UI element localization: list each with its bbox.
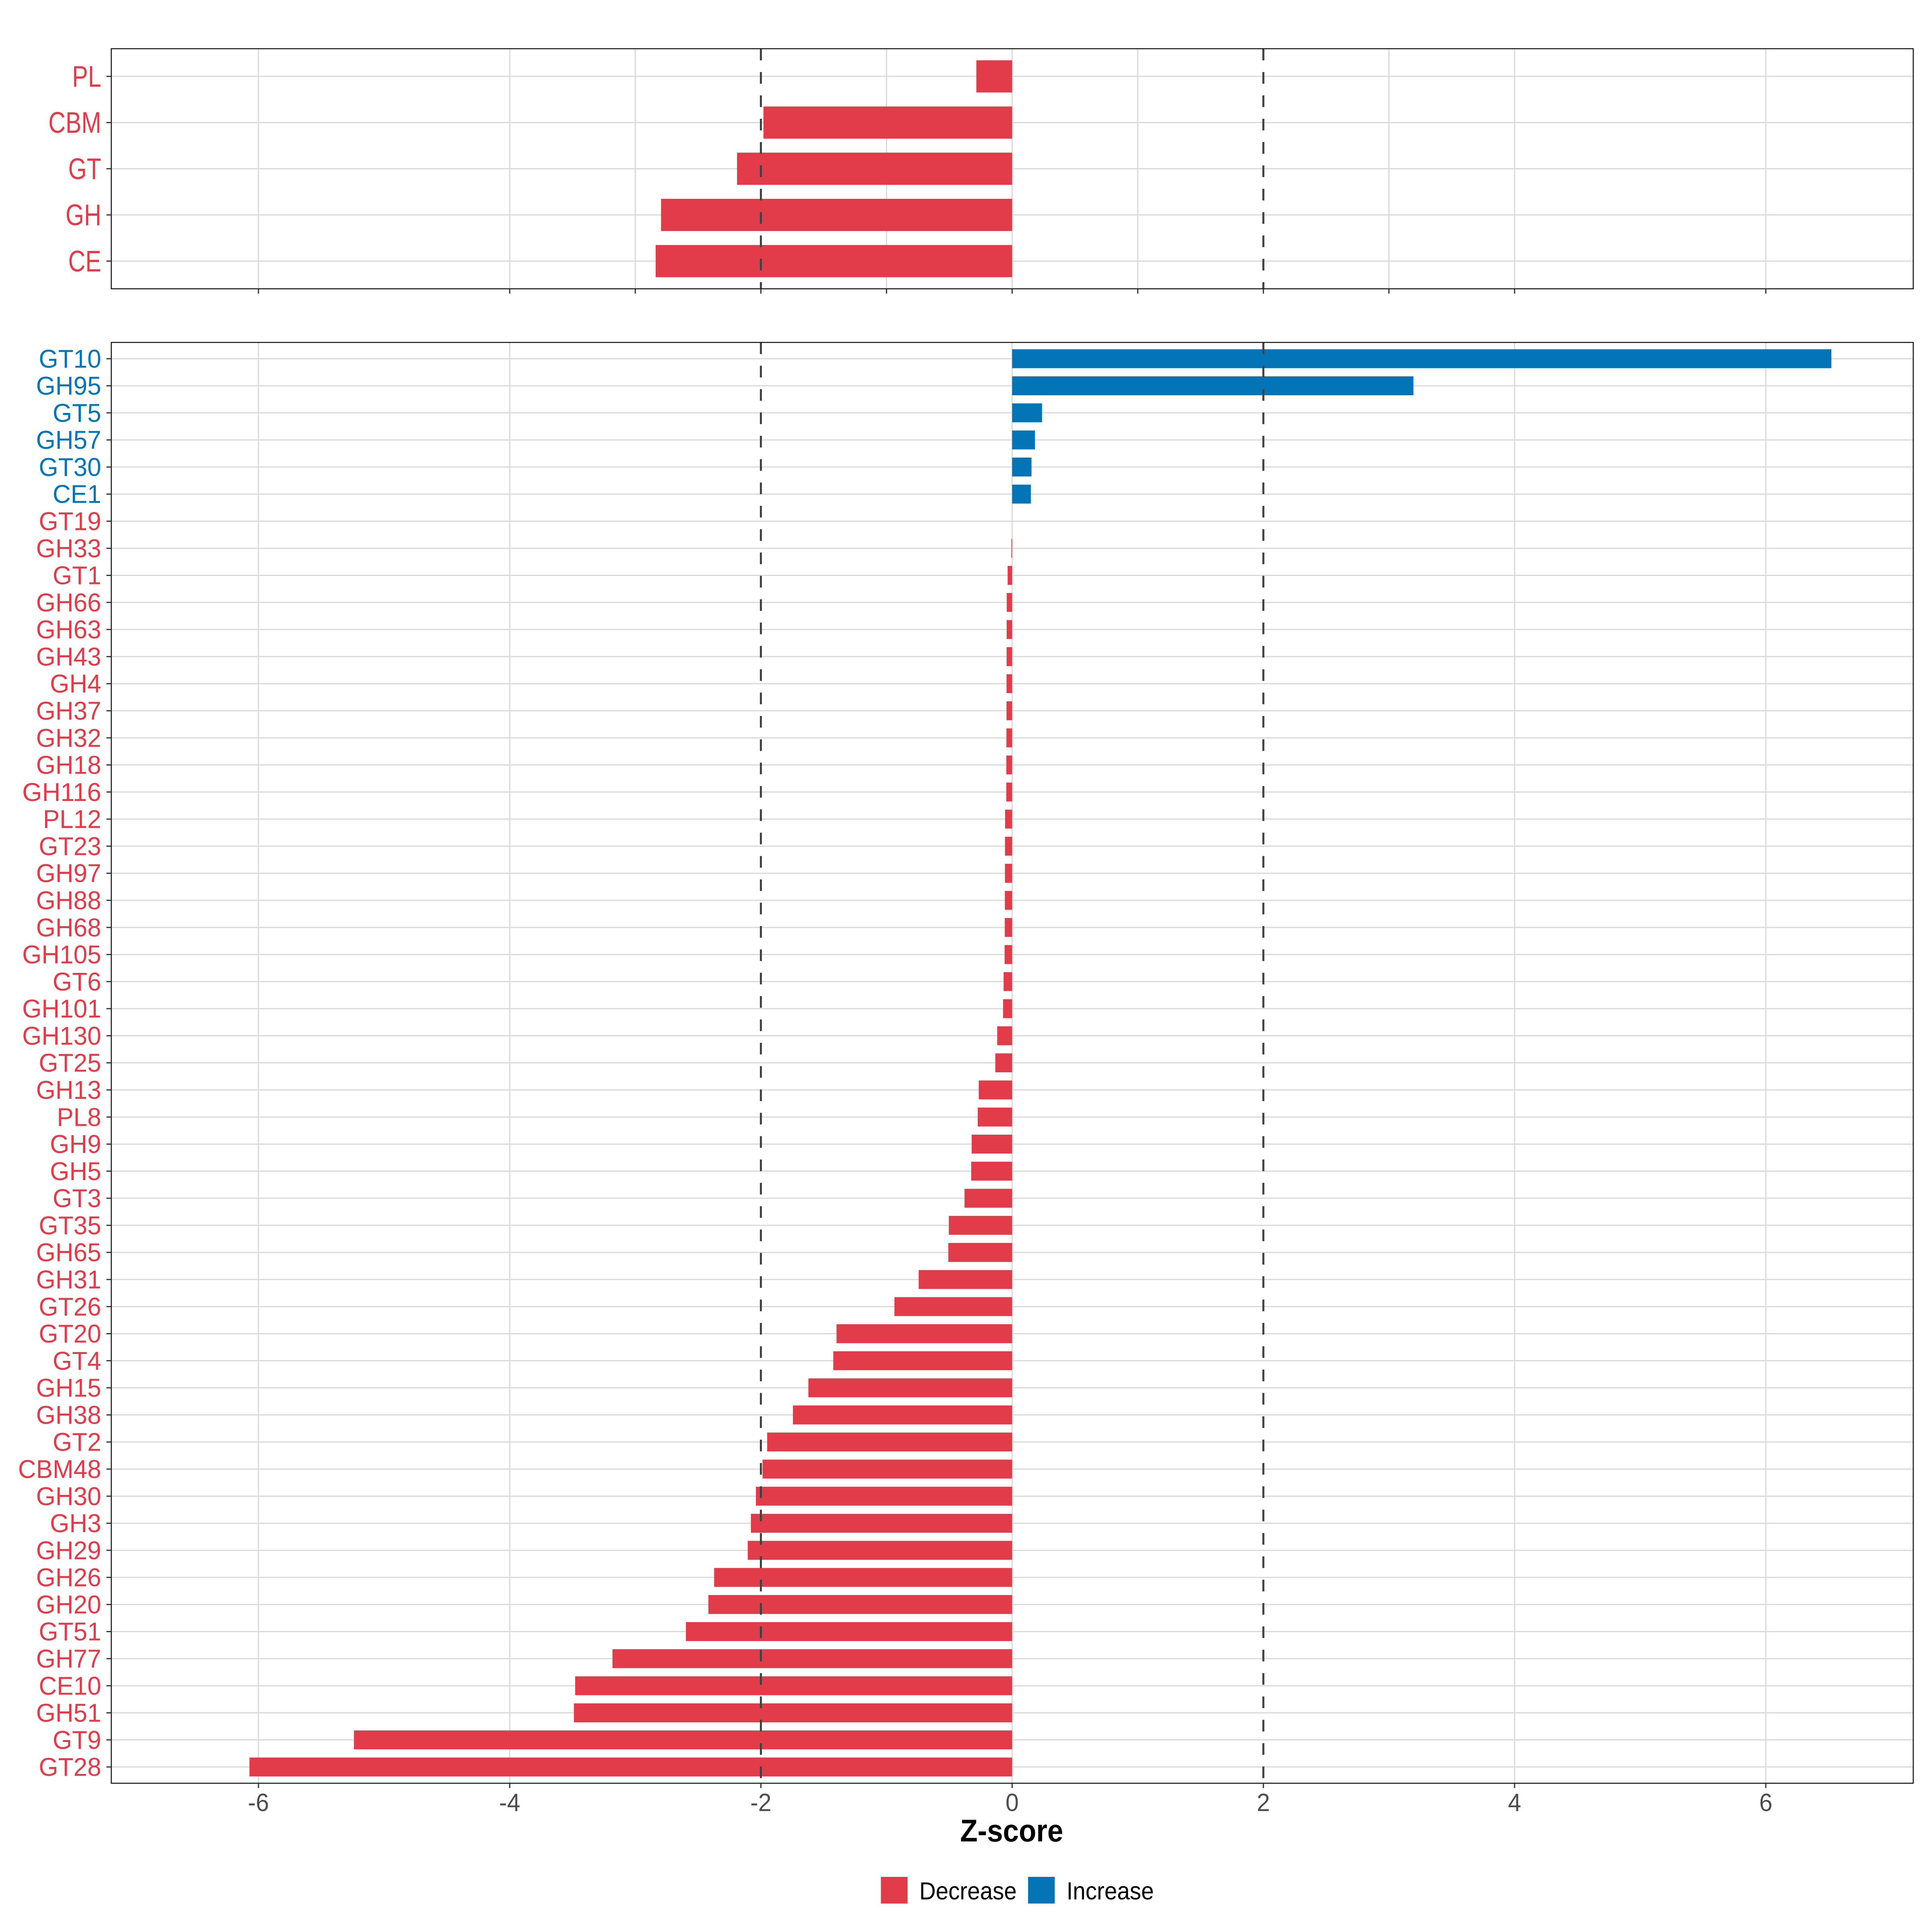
svg-text:GH130: GH130 xyxy=(22,1021,101,1050)
svg-text:GH68: GH68 xyxy=(36,913,101,942)
svg-text:GT: GT xyxy=(68,152,101,186)
svg-text:GT2: GT2 xyxy=(53,1428,101,1457)
svg-text:Decrease: Decrease xyxy=(919,1877,1017,1905)
svg-text:GH116: GH116 xyxy=(22,778,101,807)
svg-text:GT26: GT26 xyxy=(39,1292,101,1321)
svg-text:GH5: GH5 xyxy=(50,1157,101,1186)
svg-text:GT1: GT1 xyxy=(53,561,101,590)
svg-text:GH66: GH66 xyxy=(36,588,101,617)
svg-text:CE: CE xyxy=(68,244,101,278)
svg-text:GH43: GH43 xyxy=(36,642,101,671)
svg-text:GH95: GH95 xyxy=(36,372,101,400)
svg-text:GT51: GT51 xyxy=(39,1617,101,1646)
svg-text:GH30: GH30 xyxy=(36,1482,101,1511)
svg-text:GH97: GH97 xyxy=(36,859,101,888)
svg-text:GH13: GH13 xyxy=(36,1075,101,1104)
svg-text:Z-score: Z-score xyxy=(960,1813,1063,1848)
svg-text:PL: PL xyxy=(72,60,101,93)
svg-text:CBM48: CBM48 xyxy=(18,1455,101,1484)
svg-text:-6: -6 xyxy=(248,1789,269,1816)
svg-text:GH105: GH105 xyxy=(22,940,101,969)
svg-text:-2: -2 xyxy=(750,1789,772,1816)
svg-text:GT23: GT23 xyxy=(39,832,101,861)
svg-text:GH: GH xyxy=(66,198,101,232)
svg-text:GH33: GH33 xyxy=(36,534,101,563)
svg-text:CBM: CBM xyxy=(48,106,101,139)
svg-text:GH18: GH18 xyxy=(36,751,101,780)
svg-text:GT4: GT4 xyxy=(53,1346,101,1375)
svg-text:GT19: GT19 xyxy=(39,507,101,536)
svg-text:GH3: GH3 xyxy=(50,1509,101,1538)
svg-text:GT6: GT6 xyxy=(53,967,101,996)
svg-text:CE1: CE1 xyxy=(53,480,101,509)
svg-text:0: 0 xyxy=(1005,1789,1019,1816)
svg-text:GH65: GH65 xyxy=(36,1238,101,1267)
svg-text:GH63: GH63 xyxy=(36,615,101,644)
svg-text:GH101: GH101 xyxy=(22,994,101,1023)
svg-text:GH57: GH57 xyxy=(36,425,101,454)
svg-text:GT35: GT35 xyxy=(39,1211,101,1240)
svg-text:GH77: GH77 xyxy=(36,1644,101,1673)
svg-text:GT9: GT9 xyxy=(53,1726,101,1754)
svg-text:GH9: GH9 xyxy=(50,1130,101,1159)
svg-text:GH26: GH26 xyxy=(36,1563,101,1592)
svg-text:-4: -4 xyxy=(499,1789,520,1816)
svg-text:PL12: PL12 xyxy=(43,805,101,834)
svg-text:6: 6 xyxy=(1759,1789,1773,1816)
svg-text:GT20: GT20 xyxy=(39,1319,101,1348)
svg-text:GT10: GT10 xyxy=(39,344,101,373)
svg-text:PL8: PL8 xyxy=(57,1102,101,1131)
svg-text:GH31: GH31 xyxy=(36,1265,101,1294)
svg-text:2: 2 xyxy=(1257,1789,1270,1816)
svg-text:GT28: GT28 xyxy=(39,1752,101,1781)
svg-text:GH88: GH88 xyxy=(36,886,101,915)
svg-text:GH32: GH32 xyxy=(36,723,101,752)
svg-text:CE10: CE10 xyxy=(39,1671,101,1700)
svg-text:GH37: GH37 xyxy=(36,696,101,725)
svg-text:GT30: GT30 xyxy=(39,452,101,481)
svg-text:GH4: GH4 xyxy=(50,669,101,698)
svg-text:GH29: GH29 xyxy=(36,1536,101,1565)
svg-text:GT5: GT5 xyxy=(53,398,101,427)
svg-text:GH20: GH20 xyxy=(36,1590,101,1619)
svg-text:4: 4 xyxy=(1508,1789,1521,1816)
svg-text:GH15: GH15 xyxy=(36,1373,101,1402)
svg-text:Increase: Increase xyxy=(1067,1877,1154,1905)
svg-text:GH51: GH51 xyxy=(36,1699,101,1728)
svg-text:GT3: GT3 xyxy=(53,1184,101,1213)
svg-text:GT25: GT25 xyxy=(39,1049,101,1077)
svg-text:GH38: GH38 xyxy=(36,1400,101,1429)
